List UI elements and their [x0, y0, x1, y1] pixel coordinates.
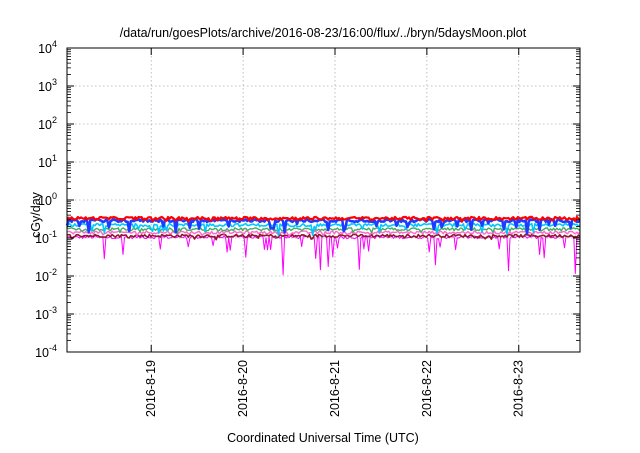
- x-tick-label: 2016-8-22: [420, 360, 434, 417]
- y-tick-label: 103: [38, 77, 57, 94]
- series-line-0: [66, 215, 581, 223]
- y-tick-label: 10-3: [35, 305, 57, 322]
- x-axis-label: Coordinated Universal Time (UTC): [227, 431, 419, 445]
- x-tick-label: 2016-8-21: [328, 360, 342, 417]
- series-line-4: [66, 230, 581, 237]
- y-tick-label: 10-2: [35, 267, 57, 284]
- y-tick-label: 100: [38, 191, 57, 208]
- plot-frame: [66, 47, 581, 353]
- chart-title: /data/run/goesPlots/archive/2016-08-23/1…: [120, 26, 527, 40]
- series-layer: [65, 215, 581, 276]
- y-axis-label: cGy/day: [29, 191, 43, 238]
- y-tick-label: 101: [38, 153, 57, 170]
- series-line-2: [66, 222, 581, 237]
- y-tick-label: 104: [38, 39, 57, 56]
- x-tick-label: 2016-8-23: [512, 360, 526, 417]
- x-tick-label: 2016-8-20: [236, 360, 250, 417]
- axes: 10-4 10-3 10-2 10-1 100 101 102 103 104 2016-8-19…: [35, 39, 581, 417]
- y-tick-label: 10-4: [35, 343, 57, 360]
- y-tick-label: 10-1: [35, 229, 57, 246]
- x-tick-label: 2016-8-19: [144, 360, 158, 417]
- grid-lines: [67, 48, 580, 352]
- y-tick-label: 102: [38, 115, 57, 132]
- series-line-6: [66, 235, 581, 276]
